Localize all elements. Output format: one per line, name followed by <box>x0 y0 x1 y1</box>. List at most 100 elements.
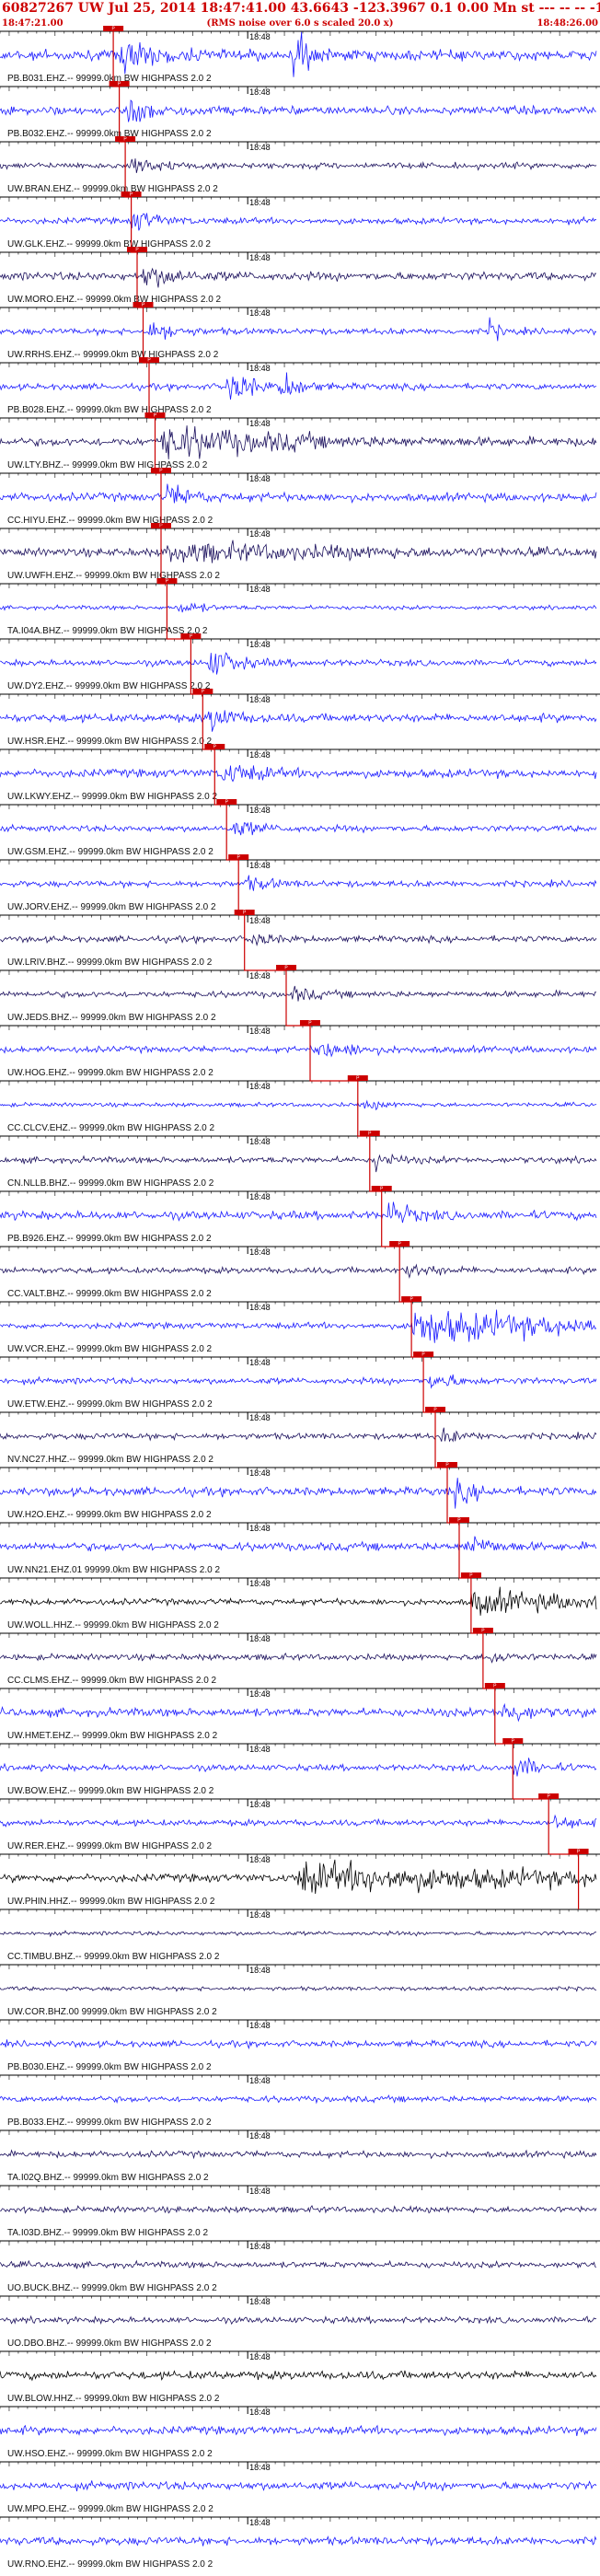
pick-marker <box>389 1241 410 1247</box>
minute-tick-label: 18:48 <box>249 1634 271 1643</box>
waveform-trace <box>0 710 597 732</box>
minute-tick-label: 18:48 <box>249 1966 271 1975</box>
minute-tick-label: 18:48 <box>249 87 271 97</box>
pick-marker-label: P <box>481 1629 485 1634</box>
minute-tick-label: 18:48 <box>249 529 271 539</box>
waveform-trace <box>0 317 597 342</box>
station-row: 18:48 UO.DBO.BHZ.-- 99999.0km BW HIGHPASS… <box>0 2295 600 2349</box>
station-label: CC.CLCV.EHZ.-- 99999.0km BW HIGHPASS 2.0… <box>7 1123 215 1133</box>
station-rows: 18:48 PB.B031.EHZ.-- 99999.0km BW HIGHPAS… <box>0 26 600 2570</box>
minute-tick-label: 18:48 <box>249 2408 271 2417</box>
start-time-label: 18:47:21.00 <box>2 18 63 29</box>
station-label: UW.ETW.EHZ.-- 99999.0km BW HIGHPASS 2.0 … <box>7 1399 213 1410</box>
station-row: 18:48 TA.I04A.BHZ.-- 99999.0km BW HIGHPAS… <box>0 578 600 636</box>
station-label: UW.RRHS.EHZ.-- 99999.0km BW HIGHPASS 2.0… <box>7 350 219 360</box>
station-row: 18:48 UW.HSR.EHZ.-- 99999.0km BW HIGHPASS… <box>0 689 600 747</box>
station-row: 18:48 UW.LKWY.EHZ.-- 99999.0km BW HIGHPAS… <box>0 744 600 802</box>
station-label: PB.B030.EHZ.-- 99999.0km BW HIGHPASS 2.0… <box>7 2062 212 2072</box>
station-label: UW.WOLL.HHZ.-- 99999.0km BW HIGHPASS 2.0… <box>7 1620 219 1630</box>
minute-tick-label: 18:48 <box>249 1358 271 1367</box>
pick-marker <box>156 578 178 584</box>
minute-tick-label: 18:48 <box>249 2242 271 2251</box>
station-label: UW.HMET.EHZ.-- 99999.0km BW HIGHPASS 2.0… <box>7 1731 218 1741</box>
pick-marker-label: P <box>380 1187 384 1192</box>
waveform-trace <box>0 1586 597 1616</box>
pick-marker <box>484 1683 505 1688</box>
minute-tick-label: 18:48 <box>249 474 271 483</box>
pick-marker <box>538 1793 560 1799</box>
station-label: CC.CLMS.EHZ.-- 99999.0km BW HIGHPASS 2.0… <box>7 1676 217 1686</box>
station-label: UW.JEDS.BHZ.-- 99999.0km BW HIGHPASS 2.0… <box>7 1013 216 1023</box>
station-row: 18:48 UW.WOLL.HHZ.-- 99999.0km BW HIGHPAS… <box>0 1572 600 1630</box>
pick-moveout-line <box>112 31 580 1909</box>
minute-tick-label: 18:48 <box>249 32 271 41</box>
waveform-trace <box>0 2149 597 2160</box>
station-row: 18:48 UW.NN21.EHZ.01 99999.0km BW HIGHPAS… <box>0 1517 600 1575</box>
station-row: 18:48 UW.BLOW.HHZ.-- 99999.0km BW HIGHPAS… <box>0 2350 600 2404</box>
waveform-trace <box>0 1099 597 1111</box>
pick-marker-label: P <box>512 1739 515 1745</box>
waveform-trace <box>0 213 597 231</box>
waveform-trace <box>0 875 597 891</box>
station-label: UW.HSR.EHZ.-- 99999.0km BW HIGHPASS 2.0 … <box>7 737 213 747</box>
minute-tick-label: 18:48 <box>249 2131 271 2141</box>
station-row: 18:48 UW.RNO.EHZ.-- 99999.0km BW HIGHPASS… <box>0 2516 600 2570</box>
station-row: 18:48 PB.B031.EHZ.-- 99999.0km BW HIGHPAS… <box>0 26 600 84</box>
minute-tick-label: 18:48 <box>249 861 271 870</box>
station-label: UW.GSM.EHZ.-- 99999.0km BW HIGHPASS 2.0 … <box>7 847 213 857</box>
station-label: UW.HOG.EHZ.-- 99999.0km BW HIGHPASS 2.0 … <box>7 1068 213 1078</box>
station-row: 18:48 CC.TIMBU.BHZ.-- 99999.0km BW HIGHPA… <box>0 1909 600 1962</box>
station-row: 18:48 UO.BUCK.BHZ.-- 99999.0km BW HIGHPAS… <box>0 2240 600 2293</box>
pick-marker-label: P <box>398 1242 401 1247</box>
minute-tick-label: 18:48 <box>249 143 271 152</box>
minute-tick-label: 18:48 <box>249 2352 271 2361</box>
pick-marker <box>144 412 166 418</box>
station-row: 18:48 UW.RER.EHZ.-- 99999.0km BW HIGHPASS… <box>0 1793 600 1851</box>
minute-tick-label: 18:48 <box>249 1247 271 1257</box>
pick-marker <box>502 1738 524 1744</box>
pick-marker-label: P <box>123 137 127 143</box>
station-row: 18:48 CC.CLMS.EHZ.-- 99999.0km BW HIGHPAS… <box>0 1628 600 1686</box>
waveform-trace <box>0 1043 597 1058</box>
waveform-trace <box>0 2370 597 2382</box>
pick-marker <box>133 302 154 307</box>
station-row: 18:48 NV.NC27.HHZ.-- 99999.0km BW HIGHPAS… <box>0 1407 600 1465</box>
minute-tick-label: 18:48 <box>249 1910 271 1920</box>
pick-marker-label: P <box>433 1408 437 1413</box>
pick-marker <box>103 26 124 31</box>
waveform-trace <box>0 372 597 400</box>
station-row: 18:48 UW.RRHS.EHZ.-- 99999.0km BW HIGHPAS… <box>0 302 600 360</box>
station-row: 18:48 CC.CLCV.EHZ.-- 99999.0km BW HIGHPAS… <box>0 1075 600 1133</box>
station-label: NV.NC27.HHZ.-- 99999.0km BW HIGHPASS 2.0… <box>7 1455 213 1465</box>
station-row: 18:48 PB.B030.EHZ.-- 99999.0km BW HIGHPAS… <box>0 2019 600 2072</box>
minute-tick-label: 18:48 <box>249 750 271 760</box>
station-row: 18:48 UW.HMET.EHZ.-- 99999.0km BW HIGHPAS… <box>0 1683 600 1741</box>
pick-marker-label: P <box>577 1850 581 1855</box>
pick-marker <box>472 1628 493 1633</box>
minute-tick-label: 18:48 <box>249 1192 271 1201</box>
rms-noise-note: (RMS noise over 6.0 s scaled 20.0 x) <box>207 18 394 29</box>
minute-tick-label: 18:48 <box>249 1524 271 1533</box>
station-label: UW.RER.EHZ.-- 99999.0km BW HIGHPASS 2.0 … <box>7 1841 213 1851</box>
pick-marker-label: P <box>284 966 288 971</box>
waveform-trace <box>0 99 597 122</box>
station-label: UW.PHIN.HHZ.-- 99999.0km BW HIGHPASS 2.0… <box>7 1897 215 1907</box>
pick-marker-label: P <box>421 1352 425 1358</box>
station-label: UW.DY2.EHZ.-- 99999.0km BW HIGHPASS 2.0 … <box>7 681 211 691</box>
station-label: UW.BRAN.EHZ.-- 99999.0km BW HIGHPASS 2.0… <box>7 184 218 194</box>
pick-marker-label: P <box>237 855 241 861</box>
pick-marker-label: P <box>457 1518 461 1524</box>
pick-marker <box>109 81 130 87</box>
station-row: 18:48 UW.PHIN.HHZ.-- 99999.0km BW HIGHPAS… <box>0 1849 600 1907</box>
station-row: 18:48 UW.GSM.EHZ.-- 99999.0km BW HIGHPASS… <box>0 799 600 857</box>
station-label: UW.LTY.BHZ.-- 99999.0km BW HIGHPASS 2.0 … <box>7 460 208 470</box>
pick-marker-label: P <box>243 911 247 916</box>
minute-tick-label: 18:48 <box>249 806 271 815</box>
minute-tick-label: 18:48 <box>249 1413 271 1422</box>
minute-tick-label: 18:48 <box>249 1855 271 1864</box>
waveform-trace <box>0 1536 597 1553</box>
waveform-trace <box>0 1374 597 1389</box>
waveform-trace <box>0 1814 597 1829</box>
station-label: UW.MORO.EHZ.-- 99999.0km BW HIGHPASS 2.0… <box>7 295 222 305</box>
